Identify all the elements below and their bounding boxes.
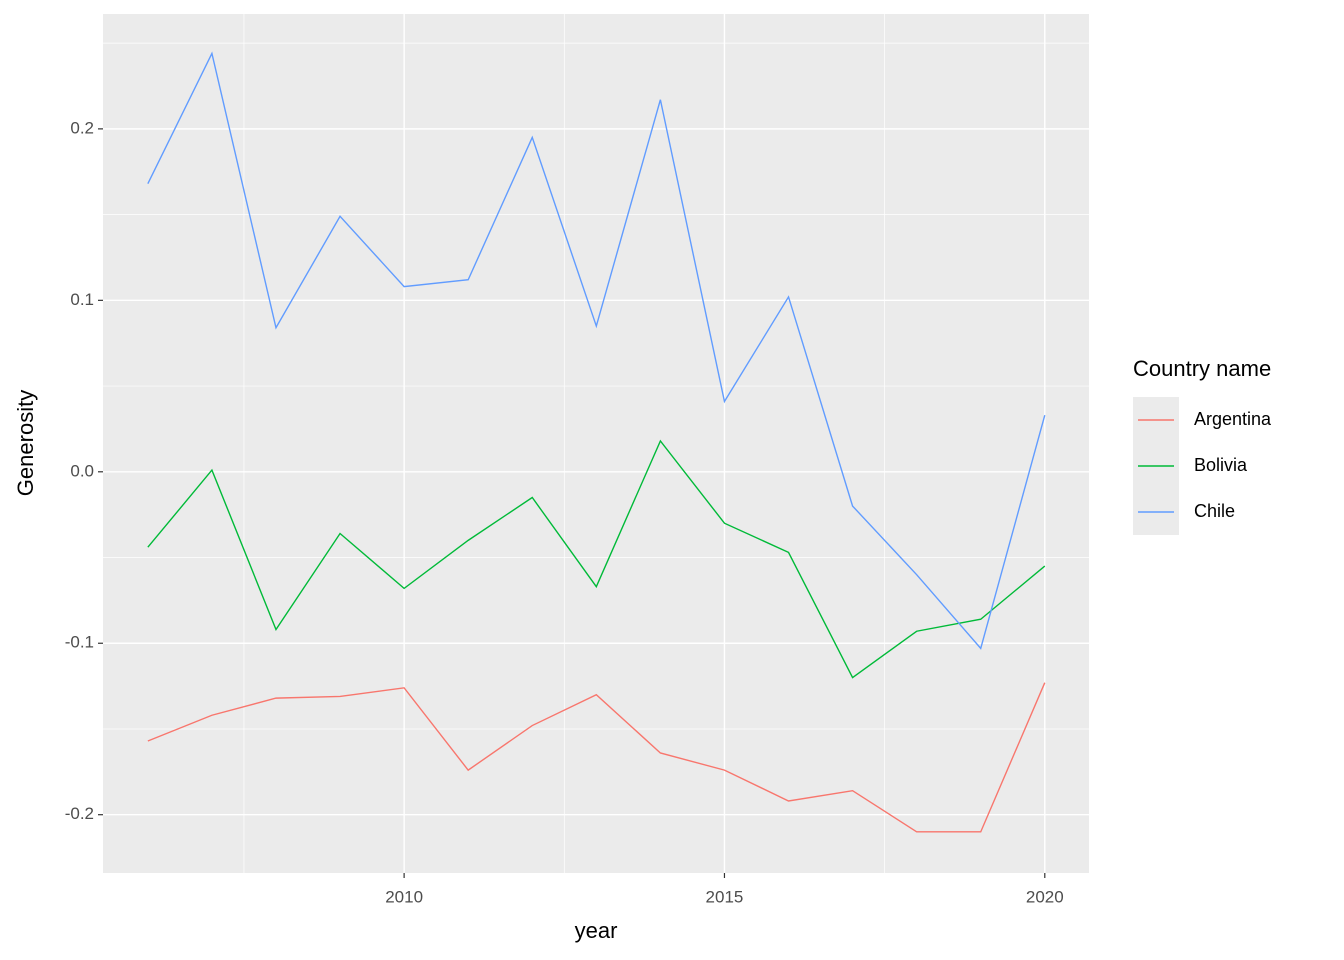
x-tick-label: 2020	[1026, 887, 1064, 906]
y-axis-label: Generosity	[13, 390, 38, 496]
y-tick-label: 0.1	[70, 290, 94, 309]
series-line	[147, 51, 1046, 650]
legend-label: Argentina	[1194, 409, 1272, 429]
y-tick-label: -0.1	[65, 633, 94, 652]
y-tick-label: 0.0	[70, 461, 94, 480]
x-tick-label: 2010	[385, 887, 423, 906]
x-axis-label: year	[575, 918, 618, 943]
legend-label: Bolivia	[1194, 455, 1248, 475]
panel-background	[103, 14, 1089, 873]
series-line	[147, 439, 1046, 679]
series-line	[147, 682, 1046, 833]
y-tick-label: 0.2	[70, 118, 94, 137]
legend-label: Chile	[1194, 501, 1235, 521]
y-tick-label: -0.2	[65, 804, 94, 823]
legend-title: Country name	[1133, 356, 1271, 381]
x-tick-label: 2015	[706, 887, 744, 906]
